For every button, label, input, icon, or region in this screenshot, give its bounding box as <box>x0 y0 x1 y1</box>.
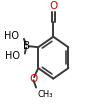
Text: O: O <box>49 1 57 11</box>
Text: O: O <box>29 74 37 84</box>
Text: HO: HO <box>5 51 20 61</box>
Text: B: B <box>23 41 31 51</box>
Text: CH₃: CH₃ <box>37 90 53 99</box>
Text: HO: HO <box>4 31 19 41</box>
